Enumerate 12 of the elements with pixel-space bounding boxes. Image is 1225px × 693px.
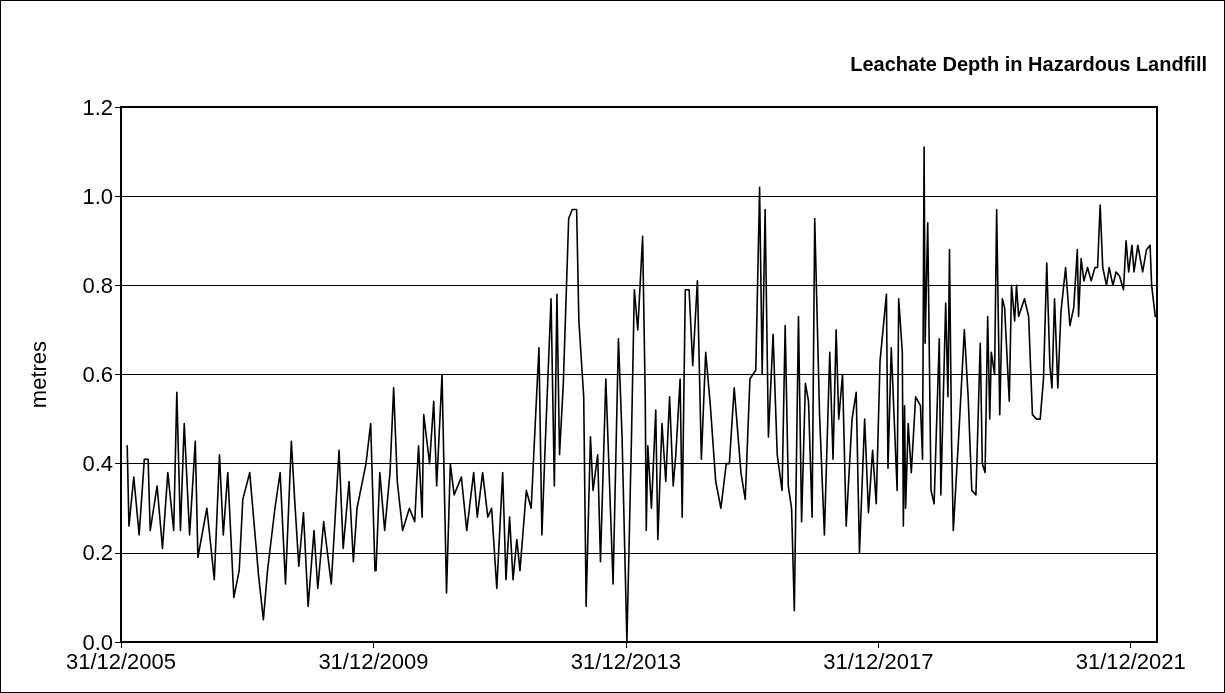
y-tick-label: 0.8 xyxy=(82,272,113,298)
x-tick-label: 31/12/2017 xyxy=(823,648,934,674)
y-tick-label: 1.2 xyxy=(82,94,113,120)
x-tick-label: 31/12/2013 xyxy=(570,648,681,674)
y-tick-label: 1.0 xyxy=(82,183,113,209)
y-axis-title: metres xyxy=(25,340,51,409)
y-tick-label: 0.6 xyxy=(82,362,113,387)
y-tick-label: 0.4 xyxy=(82,451,113,477)
y-tick-label: 0.2 xyxy=(82,540,113,566)
x-tick-label: 31/12/2009 xyxy=(318,648,429,674)
chart-title: Leachate Depth in Hazardous Landfill xyxy=(850,53,1207,75)
x-tick-label: 31/12/2021 xyxy=(1075,648,1186,674)
